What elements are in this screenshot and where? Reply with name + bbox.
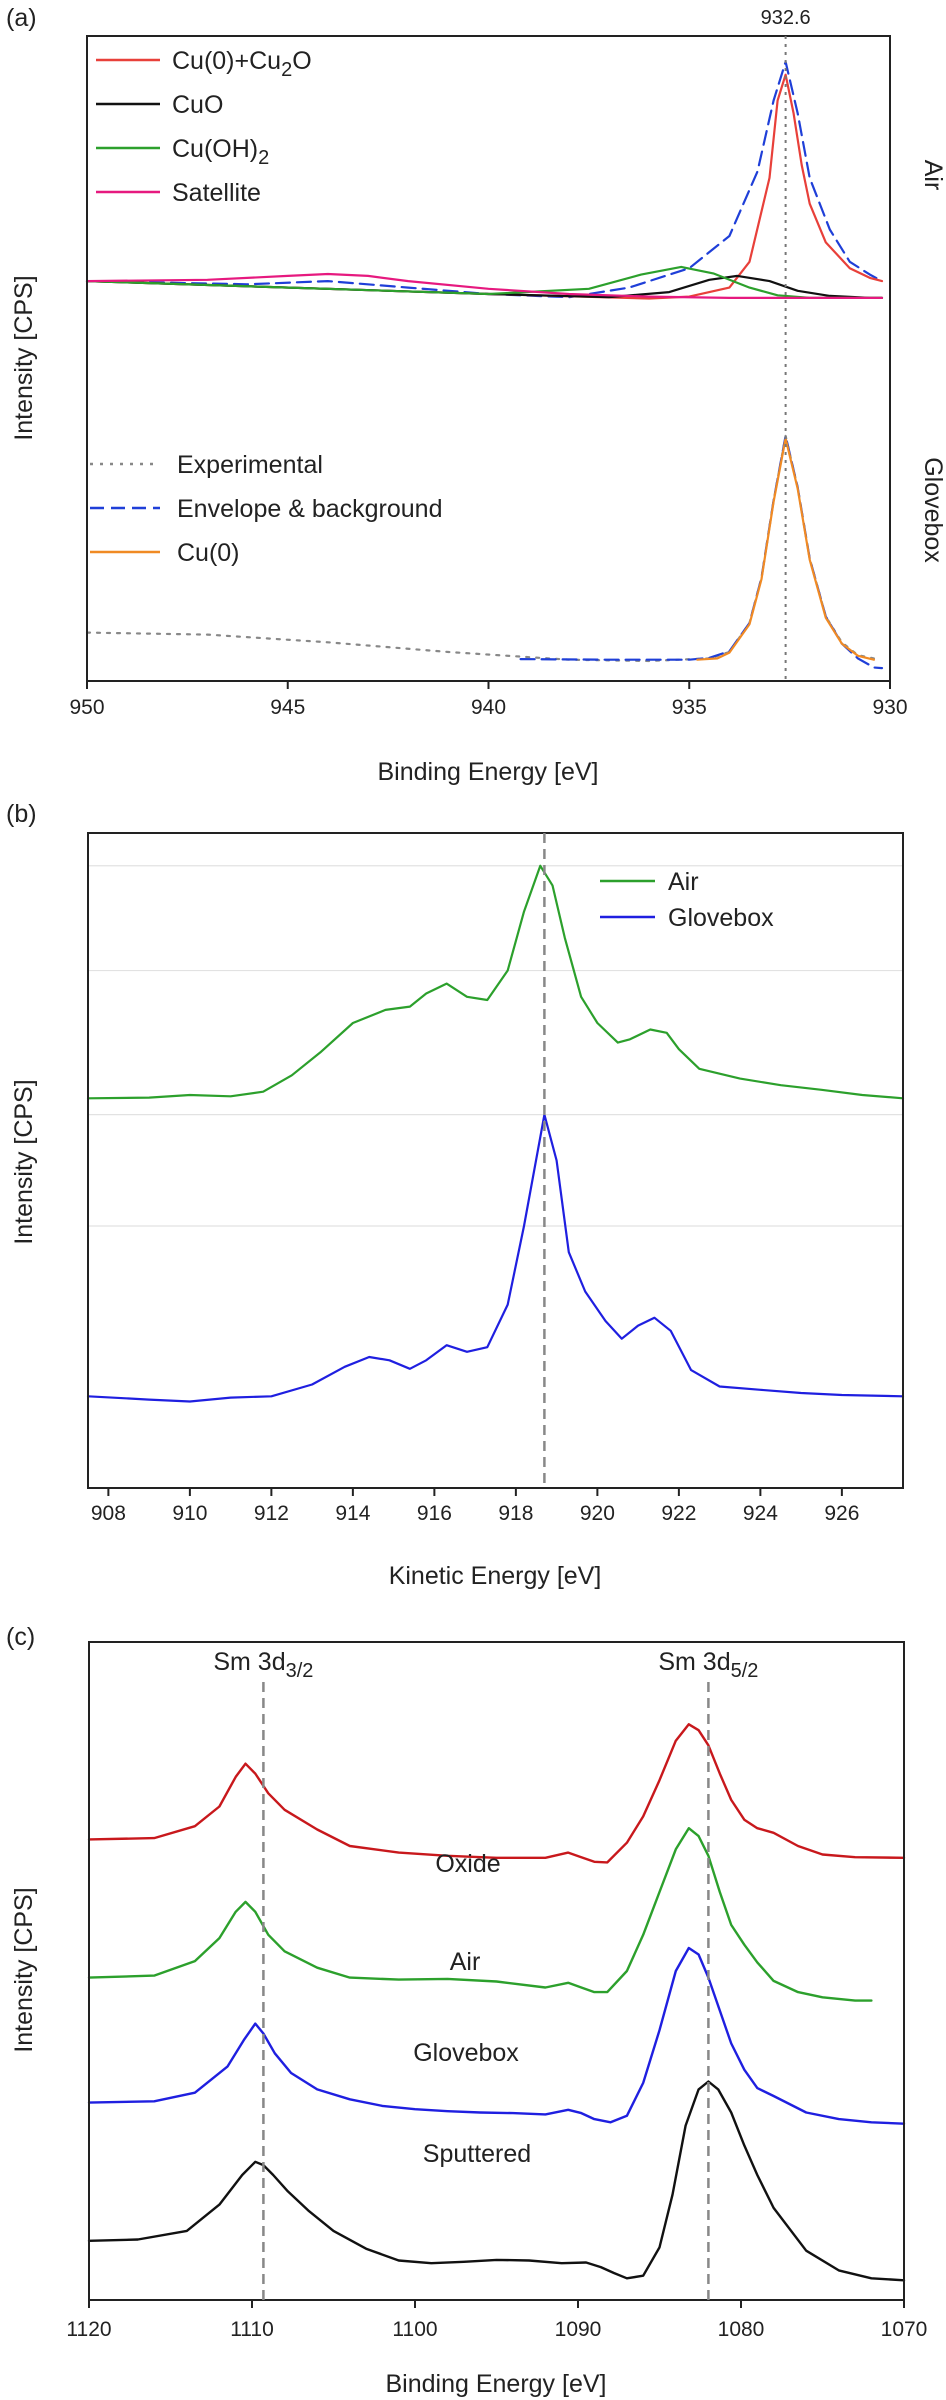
panel-b-ylabel: Intensity [CPS] <box>10 1079 38 1244</box>
panel-b-xlabel: Kinetic Energy [eV] <box>389 1562 602 1590</box>
panel-b-legend: Air Glovebox <box>600 868 774 932</box>
series-label-oxide: Oxide <box>435 1850 500 1878</box>
panel-b-xtick-label-912: 912 <box>254 1502 289 1525</box>
legend-cu0: Cu(0) <box>177 539 240 567</box>
panel-b-label: (b) <box>6 800 37 828</box>
panel-a-frame <box>86 35 891 682</box>
panel-a-series-air-satellite <box>85 272 884 299</box>
legend-glovebox: Glovebox <box>668 904 774 932</box>
panel-a-legend-top: Cu(0)+Cu2O CuO Cu(OH)2 Satellite <box>96 47 312 207</box>
panel-b-chart: (b) 908 910 912 914 916 918 920 922 924 926 Kinet… <box>6 800 905 1590</box>
panel-c-series-glovebox <box>87 1946 906 2125</box>
panel-a-side-label-glovebox: Glovebox <box>919 457 946 563</box>
panel-c-xtick-label-1120: 1120 <box>66 2318 111 2341</box>
panel-a-xlabel: Binding Energy [eV] <box>378 758 599 786</box>
panel-b-xtick-label-920: 920 <box>580 1502 615 1525</box>
panel-c-xtick-label-1070: 1070 <box>881 2318 928 2341</box>
panel-a-legend-bottom: Experimental Envelope & background Cu(0) <box>90 451 442 567</box>
panel-a-series-glovebox-envelope <box>519 434 884 670</box>
panel-a-xtick-label-950: 950 <box>69 696 104 719</box>
panel-c-ylabel: Intensity [CPS] <box>10 1887 38 2052</box>
panel-b-xtick-label-916: 916 <box>417 1502 452 1525</box>
panel-a-series-air-cuo <box>85 274 884 299</box>
panel-b-xtick-label-924: 924 <box>743 1502 778 1525</box>
panel-c-series-air <box>87 1826 873 2002</box>
panel-a-series-air-cu-oh-2 <box>85 265 884 299</box>
panel-a-ylabel: Intensity [CPS] <box>10 275 38 440</box>
legend-air: Air <box>668 868 699 896</box>
legend-satellite: Satellite <box>172 179 261 207</box>
series-label-glovebox: Glovebox <box>413 2039 519 2067</box>
panel-b-xtick-label-914: 914 <box>335 1502 370 1525</box>
legend-cuo: CuO <box>172 91 223 119</box>
panel-c-chart: (c) Sm 3d3/2 Sm 3d5/2 1120 1110 1100 1090 10… <box>6 1623 927 2398</box>
panel-b-xtick-label-918: 918 <box>498 1502 533 1525</box>
legend-cuoh2: Cu(OH)2 <box>172 135 269 169</box>
legend-experimental: Experimental <box>177 451 323 479</box>
panel-c-xtick-label-1090: 1090 <box>555 2318 602 2341</box>
panel-c-series-sputtered <box>87 2080 906 2282</box>
panel-a-label: (a) <box>6 4 37 32</box>
panel-a-series-air-envelope <box>85 60 884 299</box>
panel-c-peak-label-3d52: Sm 3d5/2 <box>658 1648 758 1682</box>
series-label-air: Air <box>450 1948 481 1976</box>
panel-c-frame <box>88 1641 905 2301</box>
panel-b-xtick-label-926: 926 <box>824 1502 859 1525</box>
panel-a-peak-label: 932.6 <box>761 7 811 29</box>
panel-a-xtick-label-930: 930 <box>872 696 907 719</box>
panel-c-xtick-label-1080: 1080 <box>718 2318 765 2341</box>
panel-a-xtick-label-940: 940 <box>471 696 506 719</box>
panel-c-peak-label-3d32: Sm 3d3/2 <box>213 1648 313 1682</box>
panel-c-xlabel: Binding Energy [eV] <box>386 2370 607 2398</box>
panel-b-xtick-label-908: 908 <box>91 1502 126 1525</box>
panel-c-series-oxide <box>87 1723 906 1864</box>
panel-a-side-label-air: Air <box>919 160 946 191</box>
panel-b-series-glovebox <box>86 1113 905 1403</box>
panel-b-frame <box>87 832 904 1489</box>
legend-envelope: Envelope & background <box>177 495 442 523</box>
panel-b-xtick-label-922: 922 <box>661 1502 696 1525</box>
legend-cu0-cu2o: Cu(0)+Cu2O <box>172 47 312 81</box>
panel-a-chart: (a) 932.6 950 945 940 935 930 Binding Energy… <box>6 4 946 786</box>
panel-a-xtick-label-945: 945 <box>270 696 305 719</box>
panel-a-xtick-label-935: 935 <box>672 696 707 719</box>
panel-c-xtick-label-1110: 1110 <box>230 2318 274 2341</box>
panel-b-series-air <box>86 864 905 1100</box>
panel-c-xtick-label-1100: 1100 <box>392 2318 437 2341</box>
panel-b-xtick-label-910: 910 <box>172 1502 207 1525</box>
series-label-sputtered: Sputtered <box>423 2140 531 2168</box>
panel-c-label: (c) <box>6 1623 35 1651</box>
